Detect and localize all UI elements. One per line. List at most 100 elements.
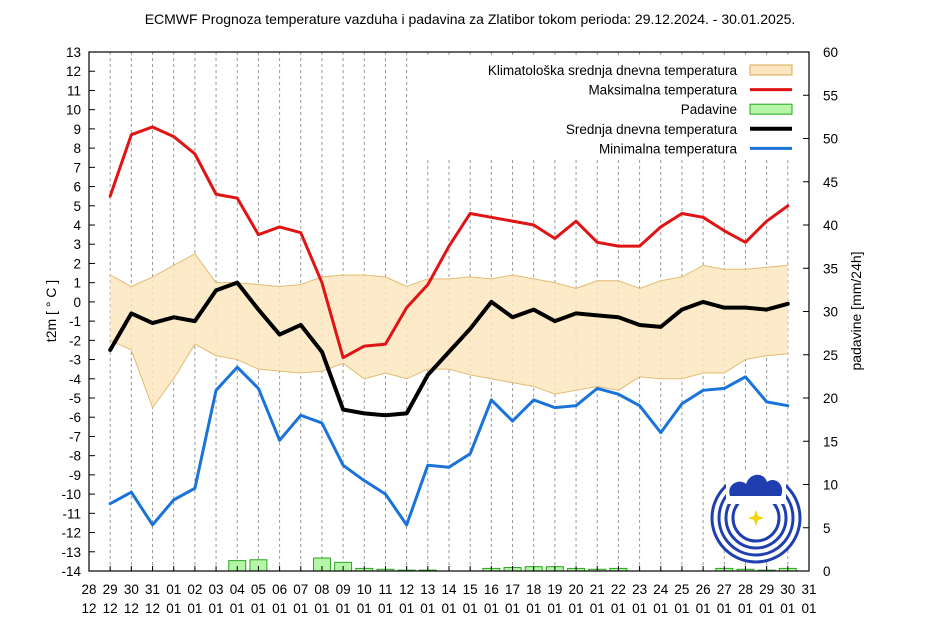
x-tick-month: 01: [611, 601, 626, 616]
x-tick-month: 01: [484, 601, 499, 616]
x-tick-month: 01: [717, 601, 732, 616]
climate-band-fill: [110, 253, 788, 408]
y-tick-label: -8: [69, 449, 81, 464]
y-tick-label: -13: [61, 545, 81, 560]
x-tick-month: 01: [653, 601, 668, 616]
legend-swatch-bar: [749, 103, 793, 115]
mean-temp-line: [108, 280, 790, 418]
x-tick-month: 01: [632, 601, 647, 616]
y-tick-label: -9: [69, 468, 81, 483]
y-tick-label: 4: [73, 218, 81, 233]
y-tick-label: 7: [73, 160, 81, 175]
y-tick-label: -1: [69, 314, 81, 329]
x-tick-month: 01: [166, 601, 181, 616]
x-tick-day: 27: [717, 582, 732, 597]
x-tick-month: 01: [590, 601, 605, 616]
y2-tick-label: 30: [823, 305, 838, 320]
y-tick-label: -6: [69, 410, 81, 425]
x-tick-day: 17: [505, 582, 520, 597]
y-tick-label: -5: [69, 391, 81, 406]
y-tick-label: 13: [66, 45, 81, 60]
x-tick-month: 01: [336, 601, 351, 616]
x-tick-day: 18: [526, 582, 541, 597]
logo-sun-icon: [748, 510, 764, 526]
x-tick-month: 01: [526, 601, 541, 616]
x-tick-day: 11: [378, 582, 392, 597]
x-tick-day: 06: [272, 582, 287, 597]
max-temp-line: [108, 125, 790, 360]
y-tick-label: -2: [69, 333, 81, 348]
y-tick-label: 0: [73, 295, 81, 310]
x-tick-month: 01: [272, 601, 287, 616]
x-tick-day: 08: [314, 582, 329, 597]
x-tick-day: 24: [653, 582, 669, 597]
x-tick-month: 01: [209, 601, 224, 616]
x-tick-month: 01: [696, 601, 711, 616]
x-tick-day: 30: [780, 582, 795, 597]
y2-tick-label: 0: [823, 564, 831, 579]
x-tick-day: 12: [399, 582, 414, 597]
legend-background: [420, 58, 800, 160]
x-tick-day: 04: [230, 582, 246, 597]
x-tick-day: 31: [801, 582, 816, 597]
y-tick-label: -7: [69, 429, 81, 444]
x-tick-day: 23: [632, 582, 647, 597]
x-tick-day: 13: [420, 582, 435, 597]
y-tick-label: 12: [66, 64, 81, 79]
chart-title: ECMWF Prognoza temperature vazduha i pad…: [145, 11, 796, 27]
legend-label: Padavine: [681, 102, 737, 117]
y-tick-label: -4: [69, 372, 81, 387]
x-tick-month: 01: [230, 601, 245, 616]
x-tick-month: 01: [759, 601, 774, 616]
x-tick-month: 01: [378, 601, 393, 616]
y-axis-ticks: 131211109876543210-1-2-3-4-5-6-7-8-9-10-…: [61, 45, 95, 579]
x-tick-day: 02: [187, 582, 202, 597]
x-tick-month: 01: [314, 601, 329, 616]
y-tick-label: -14: [61, 564, 81, 579]
x-tick-month: 12: [81, 601, 96, 616]
min-temp-line: [108, 365, 790, 527]
x-tick-month: 12: [145, 601, 160, 616]
x-tick-day: 29: [759, 582, 774, 597]
y2-tick-label: 5: [823, 521, 831, 536]
x-tick-day: 03: [209, 582, 224, 597]
x-tick-month: 01: [187, 601, 202, 616]
x-tick-month: 01: [738, 601, 753, 616]
x-tick-month: 01: [505, 601, 520, 616]
y-tick-label: 2: [73, 256, 81, 271]
legend-label: Maksimalna temperatura: [588, 83, 737, 98]
y2-tick-label: 25: [823, 348, 838, 363]
y2-tick-label: 60: [823, 45, 838, 60]
y-tick-label: 5: [73, 199, 81, 214]
y-tick-label: -11: [62, 506, 81, 521]
x-tick-month: 12: [103, 601, 118, 616]
x-tick-day: 14: [441, 582, 457, 597]
x-tick-day: 28: [81, 582, 96, 597]
y2-tick-label: 20: [823, 391, 838, 406]
legend-label: Minimalna temperatura: [599, 141, 738, 156]
x-tick-day: 07: [293, 582, 308, 597]
y2-tick-label: 45: [823, 175, 838, 190]
x-tick-month: 01: [251, 601, 266, 616]
x-tick-day: 15: [463, 582, 478, 597]
temperature-lines-layer: [108, 125, 790, 527]
x-tick-day: 25: [674, 582, 689, 597]
x-tick-day: 31: [145, 582, 160, 597]
y-tick-label: 3: [73, 237, 81, 252]
x-tick-month: 01: [801, 601, 816, 616]
climate-band-lower: [109, 339, 788, 409]
x-tick-day: 10: [357, 582, 372, 597]
y-tick-label: 6: [73, 180, 81, 195]
x-tick-day: 21: [590, 582, 605, 597]
x-tick-day: 05: [251, 582, 266, 597]
legend: Klimatološka srednja dnevna temperatura M…: [420, 58, 800, 160]
y2-tick-label: 35: [823, 261, 838, 276]
y2-axis-label: padavine [mm/24h]: [848, 251, 864, 370]
legend-label: Srednja dnevna temperatura: [566, 122, 738, 137]
x-tick-day: 01: [166, 582, 181, 597]
x-tick-month: 01: [780, 601, 795, 616]
x-tick-month: 01: [420, 601, 435, 616]
y-tick-label: -3: [69, 353, 81, 368]
